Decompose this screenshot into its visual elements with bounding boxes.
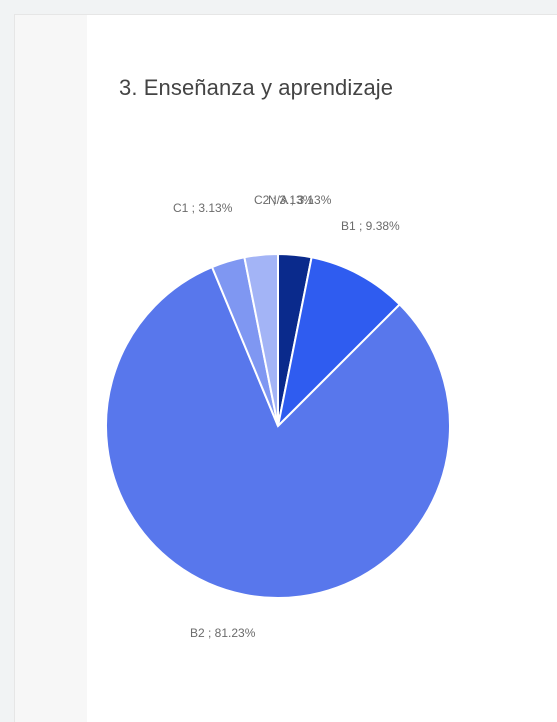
slice-label-b2: B2 ; 81.23%	[190, 626, 256, 640]
pie-slice-b1	[276, 256, 402, 430]
slice-label-c2: C2 ; 3.13%	[254, 193, 314, 207]
pie-slice-na	[243, 252, 279, 427]
left-gutter	[0, 0, 14, 722]
chart-title: 3. Enseñanza y aprendizaje	[119, 75, 394, 100]
pie-slice-b2	[105, 265, 451, 599]
card-side-panel	[15, 15, 87, 722]
slice-label-b1: B1 ; 9.38%	[341, 219, 400, 233]
slice-label-na: N/A ; 3.13%	[268, 193, 332, 207]
slice-label-c1: C1 ; 3.13%	[173, 201, 233, 215]
